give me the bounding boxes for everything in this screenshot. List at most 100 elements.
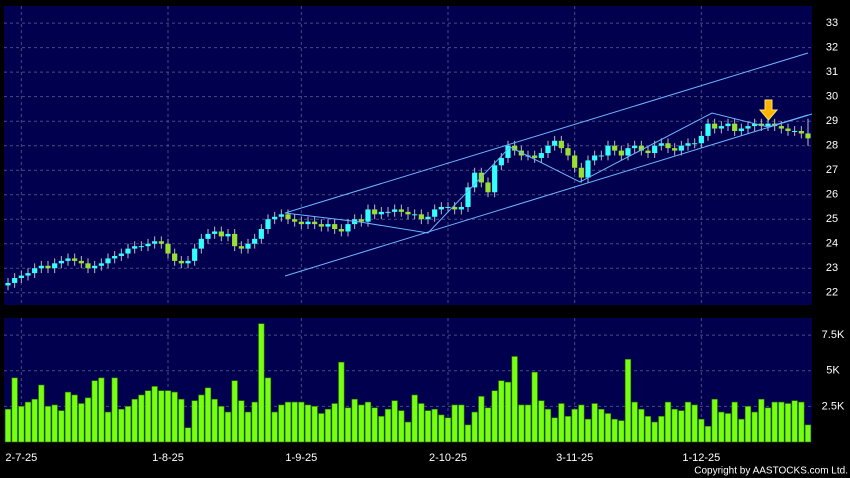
- candle-body: [38, 265, 44, 269]
- candle-body: [465, 187, 471, 207]
- candle-body: [692, 143, 698, 145]
- x-tick-label: 2-10-25: [429, 452, 467, 464]
- volume-bar: [231, 380, 238, 443]
- candle-body: [765, 123, 771, 127]
- candle-body: [778, 126, 784, 129]
- candle-body: [198, 238, 204, 249]
- trend-lines: [284, 52, 813, 277]
- candle-body: [678, 145, 684, 151]
- x-tick-label: 1-12-25: [682, 452, 720, 464]
- volume-bar: [518, 404, 525, 443]
- candle-body: [285, 214, 291, 220]
- candle-body: [638, 145, 644, 151]
- volume-bar: [351, 398, 358, 443]
- volume-bar: [258, 323, 265, 443]
- candle-body: [685, 143, 691, 146]
- candle-body: [538, 153, 544, 158]
- volume-bar: [424, 410, 432, 443]
- candle-body: [265, 219, 271, 230]
- candle-body: [472, 172, 478, 188]
- candle-body: [412, 214, 418, 216]
- candle-body: [45, 265, 51, 269]
- candle-body: [205, 233, 211, 239]
- volume-bar: [238, 400, 245, 443]
- candle-body: [792, 130, 798, 132]
- candle-body: [112, 255, 118, 259]
- volume-bar: [404, 421, 412, 443]
- volume-bar: [51, 404, 58, 443]
- candle-body: [785, 128, 791, 131]
- candle-body: [312, 221, 318, 225]
- candle-body: [505, 145, 511, 158]
- candle-body: [752, 123, 758, 127]
- y-tick-label: 26: [826, 189, 838, 201]
- y-tick-label: 32: [826, 42, 838, 54]
- volume-bar: [318, 413, 325, 443]
- candle-body: [738, 128, 744, 131]
- volume-bar: [511, 356, 518, 443]
- volume-bar: [584, 418, 592, 443]
- candle-body: [652, 145, 658, 154]
- candle-body: [185, 260, 191, 264]
- candle-body: [85, 263, 91, 269]
- volume-bar: [664, 401, 672, 443]
- volume-bar: [158, 390, 165, 443]
- volume-bar: [124, 406, 132, 443]
- volume-bar: [4, 408, 12, 443]
- volume-bar: [624, 359, 632, 443]
- candle-body: [392, 209, 398, 212]
- y-tick-label: 2.5K: [822, 400, 845, 412]
- volume-bar: [364, 401, 372, 443]
- candle-body: [125, 248, 131, 254]
- volume-bar: [171, 391, 178, 443]
- marks: [4, 6, 812, 443]
- candle-body: [305, 221, 311, 225]
- candle-body: [5, 282, 11, 286]
- candle-body: [358, 219, 364, 222]
- volume-bar: [764, 407, 772, 443]
- volume-bar: [444, 417, 452, 443]
- volume-bar: [618, 420, 625, 443]
- volume-bar: [131, 398, 138, 443]
- y-tick-label: 24: [826, 238, 838, 250]
- price-panel: [4, 6, 812, 305]
- candle-body: [18, 275, 24, 279]
- candle-body: [398, 209, 404, 212]
- y-tick-label: 22: [826, 287, 838, 299]
- y-tick-label: 23: [826, 262, 838, 274]
- candle-body: [338, 229, 344, 232]
- volume-bar: [598, 408, 605, 443]
- candle-body: [245, 243, 251, 249]
- volume-bar: [344, 407, 352, 443]
- volume-bar: [44, 406, 52, 443]
- volume-bar: [244, 411, 252, 443]
- candle-body: [725, 123, 731, 127]
- volume-bar: [458, 404, 465, 443]
- candle-body: [418, 214, 424, 220]
- volume-bar: [324, 408, 332, 443]
- volume-bar: [538, 400, 545, 443]
- volume-bar: [138, 394, 145, 443]
- candle-body: [378, 211, 384, 215]
- candle-body: [732, 123, 738, 131]
- volume-bar: [684, 401, 692, 443]
- volume-bar: [464, 424, 472, 443]
- volume-bar: [384, 408, 392, 443]
- channel-upper: [284, 52, 809, 214]
- volume-bar: [331, 403, 338, 443]
- volume-bar: [18, 406, 25, 443]
- volume-bar: [211, 398, 218, 443]
- volume-bar: [264, 377, 272, 443]
- candle-body: [492, 165, 498, 193]
- volume-bar: [484, 407, 492, 443]
- volume-bar: [191, 400, 198, 443]
- candle-body: [78, 260, 84, 264]
- volume-bar: [198, 394, 205, 443]
- candle-body: [592, 155, 598, 161]
- volume-bar: [304, 404, 312, 443]
- volume-bar: [338, 361, 345, 443]
- candle-body: [485, 182, 491, 193]
- volume-bar: [751, 411, 758, 443]
- volume-bar: [571, 408, 578, 443]
